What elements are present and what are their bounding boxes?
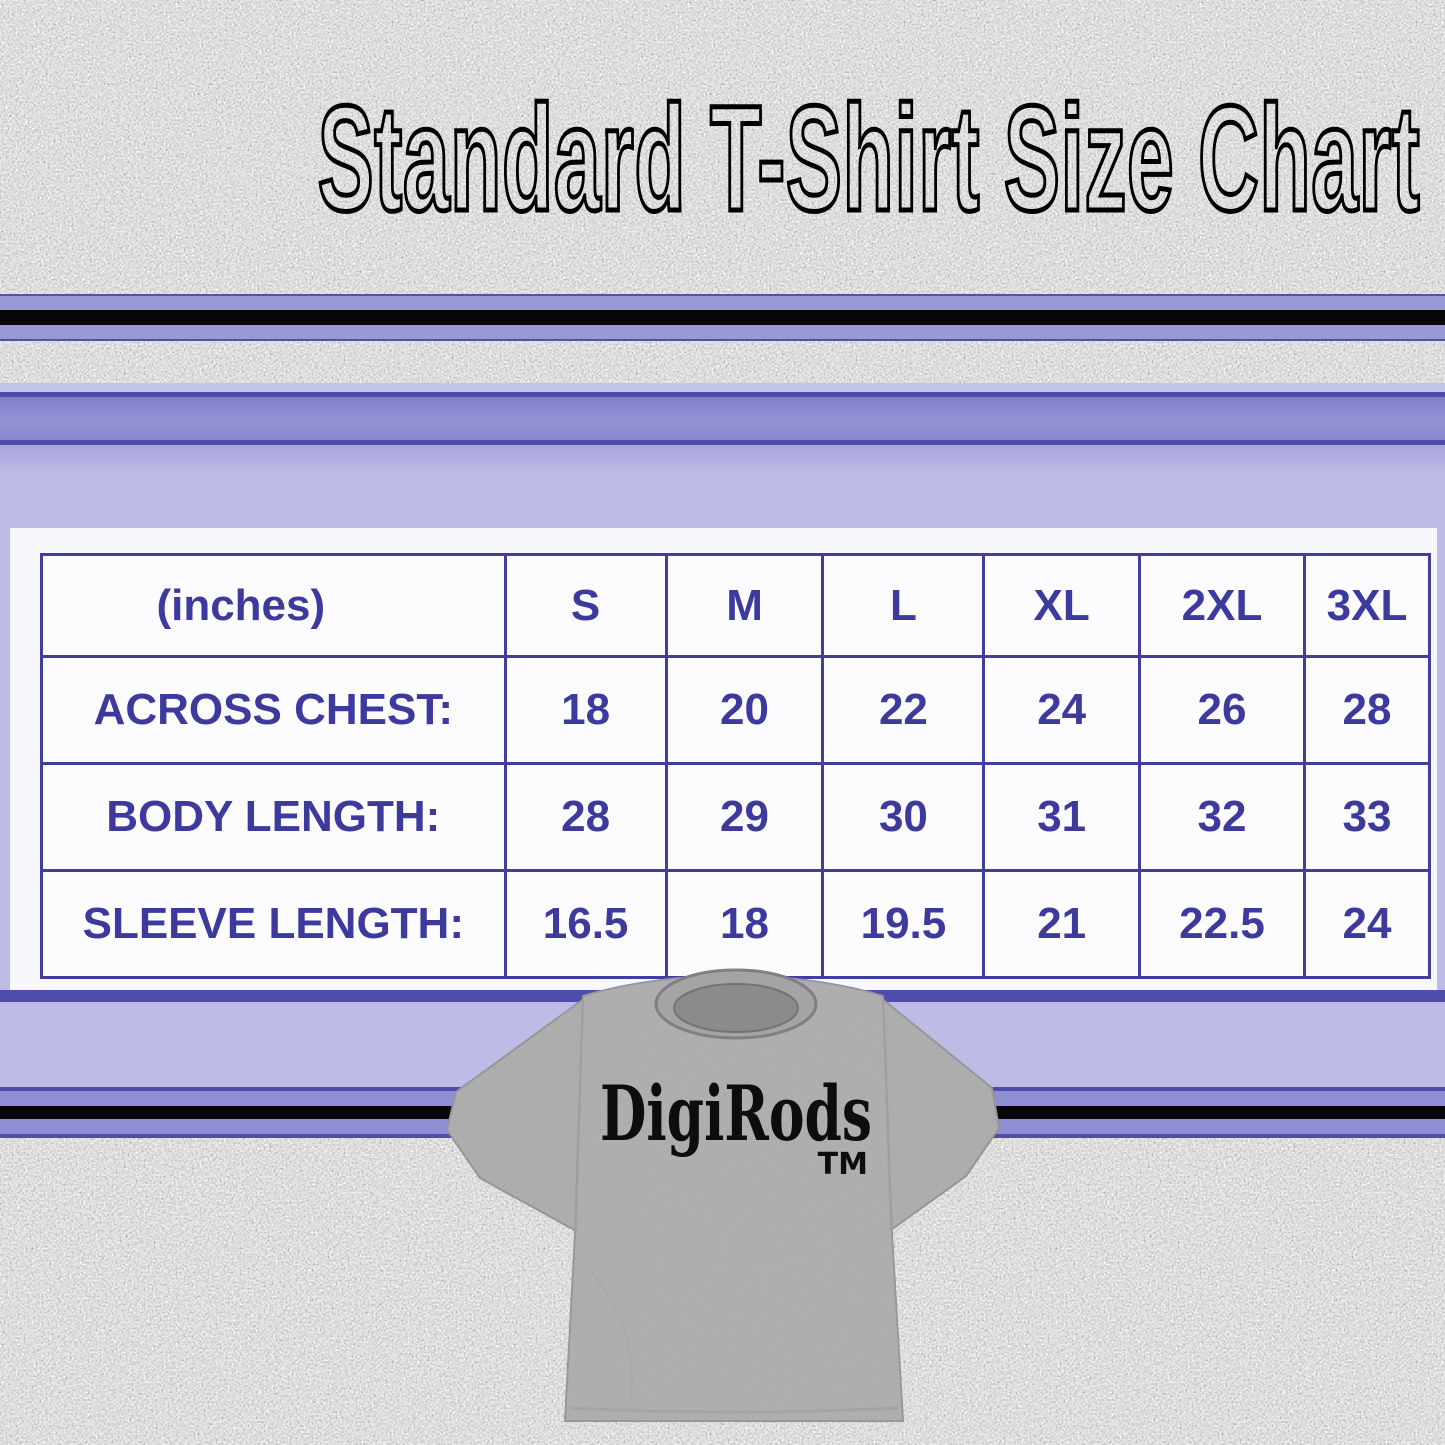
col-header-l: L — [821, 553, 986, 658]
cell-value: 22 — [821, 655, 986, 765]
stripe-purple-top-1 — [0, 296, 1445, 310]
stripe-lavender-gradient — [0, 445, 1445, 475]
stripe-darkline-2 — [0, 440, 1445, 445]
cell-value: 16.5 — [503, 869, 668, 979]
cell-value: 20 — [664, 655, 825, 765]
row-label: ACROSS CHEST: — [40, 655, 507, 765]
cell-value: 21 — [982, 869, 1141, 979]
row-label: SLEEVE LENGTH: — [40, 869, 507, 979]
stripe-lavender-light — [0, 383, 1445, 392]
cell-value: 30 — [821, 762, 986, 872]
col-header-s: S — [503, 553, 668, 658]
stripe-purple-top-2 — [0, 325, 1445, 339]
cell-value: 24 — [982, 655, 1141, 765]
table-row-across-chest: ACROSS CHEST: 18 20 22 24 26 28 — [40, 655, 1431, 765]
cell-value: 18 — [503, 655, 668, 765]
stripe-midpurple — [0, 397, 1445, 440]
cell-value: 18 — [664, 869, 825, 979]
cell-value: 22.5 — [1137, 869, 1307, 979]
col-header-m: M — [664, 553, 825, 658]
noise-band-top — [0, 0, 1445, 296]
stripe-edge-2 — [0, 339, 1445, 341]
unit-label: (inches) — [40, 553, 507, 658]
shirt-brand-logo: DigiRods — [600, 1069, 872, 1158]
tshirt-collar — [654, 968, 818, 1040]
cell-value: 32 — [1137, 762, 1307, 872]
header-row: (inches) S M L XL 2XL 3XL — [40, 553, 1431, 658]
col-header-xl: XL — [982, 553, 1141, 658]
cell-value: 26 — [1137, 655, 1307, 765]
cell-value: 28 — [1303, 655, 1431, 765]
cell-value: 24 — [1303, 869, 1431, 979]
stripe-edge-1 — [0, 294, 1445, 296]
cell-value: 33 — [1303, 762, 1431, 872]
table-row-sleeve-length: SLEEVE LENGTH: 16.5 18 19.5 21 22.5 24 — [40, 869, 1431, 979]
cell-value: 19.5 — [821, 869, 986, 979]
col-header-3xl: 3XL — [1303, 553, 1431, 658]
stripe-darkline-1 — [0, 392, 1445, 397]
cell-value: 29 — [664, 762, 825, 872]
stripe-black-top — [0, 310, 1445, 325]
shirt-trademark: TM — [818, 1147, 868, 1182]
noise-band-mid — [0, 341, 1445, 383]
col-header-2xl: 2XL — [1137, 553, 1307, 658]
size-table: (inches) S M L XL 2XL 3XL ACROSS CHEST: … — [40, 553, 1431, 979]
cell-value: 31 — [982, 762, 1141, 872]
table-row-body-length: BODY LENGTH: 28 29 30 31 32 33 — [40, 762, 1431, 872]
cell-value: 28 — [503, 762, 668, 872]
row-label: BODY LENGTH: — [40, 762, 507, 872]
